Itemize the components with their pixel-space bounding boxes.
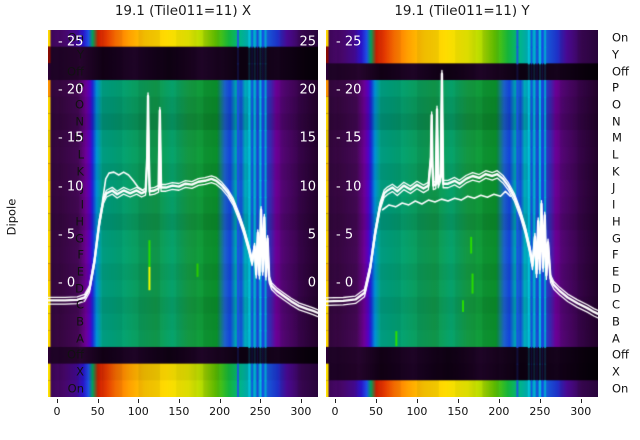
dipole-label: C [75,297,84,312]
dipole-label: A [76,330,84,345]
dipole-label: N [75,114,84,128]
dipole-label: Y [76,47,84,62]
x-tick-label: 100 [127,405,149,418]
x-tick-label: 250 [249,405,271,418]
dipole-label: O [74,97,84,112]
x-tick-mark [457,399,459,403]
x-tick-mark [498,399,500,403]
x-axis-panel-x: 0 50 100 150 200 250 300 [48,397,318,427]
dipole-label: On [612,30,629,45]
dipole-label: K [76,164,84,179]
dipole-label: Off [67,347,84,362]
dipole-label: D [75,280,84,295]
x-tick-label: 0 [53,405,61,418]
dipole-label: Off [67,63,84,78]
dipole-label: M [612,130,622,145]
dipole-label: L [77,147,84,162]
x-tick-mark [375,399,377,403]
x-tick-label: 0 [331,405,339,418]
x-tick-mark [300,399,302,403]
dipole-label: P [612,80,619,95]
x-tick-mark [416,399,418,403]
dipole-label: B [76,314,84,329]
dipole-label: J [612,180,616,195]
dipole-label: C [612,297,621,312]
dipole-label: H [612,214,621,229]
x-tick-label: 50 [368,405,383,418]
dipole-label: P [77,80,84,95]
panel-title-y: 19.1 (Tile011=11) Y [394,3,530,19]
x-tick-label: 200 [488,405,510,418]
dipole-label: H [75,214,84,229]
x-tick-mark [138,399,140,403]
dipole-label: E [612,264,620,279]
dipole-label: F [612,247,619,262]
dipole-label: L [612,147,619,162]
dipole-label: On [612,380,629,395]
x-tick-mark [178,399,180,403]
x-tick-label: 50 [90,405,105,418]
x-tick-label: 150 [447,405,469,418]
x-tick-label: 100 [406,405,428,418]
dipole-axis-left: On Y Off P O N M L K J I H G F E D C B A Off X On [0,30,84,397]
dipole-label: M [74,130,84,145]
x-tick-mark [580,399,582,403]
x-tick-mark [97,399,99,403]
dipole-label: B [612,314,620,329]
dipole-label: O [612,97,622,112]
dipole-label: E [76,264,84,279]
dipole-label: X [612,364,620,379]
x-tick-mark [56,399,58,403]
dipole-label: N [612,114,621,128]
heatmap-panel-x [48,30,318,397]
x-tick-label: 300 [570,405,592,418]
x-tick-mark [219,399,221,403]
panel-title-x: 19.1 (Tile011=11) X [114,3,252,19]
heatmap-panel-y [326,30,598,397]
x-tick-label: 300 [290,405,312,418]
dipole-label: On [67,30,84,45]
x-axis-panel-y: 0 50 100 150 200 250 300 [326,397,598,427]
x-tick-mark [260,399,262,403]
dipole-axis-right: On Y Off P O N M L K J I H G F E D C B A Off X On [604,30,640,397]
dipole-label: Off [612,347,629,362]
dipole-label: D [612,280,621,295]
x-tick-mark [335,399,336,403]
dipole-label: G [612,230,621,245]
dipole-label: A [612,330,620,345]
dipole-label: Off [612,63,629,78]
dipole-label: I [80,197,84,212]
x-tick-label: 250 [529,405,551,418]
x-tick-mark [539,399,541,403]
x-tick-label: 150 [168,405,190,418]
dipole-label: F [77,247,84,262]
dipole-label: K [612,164,620,179]
dipole-label: J [80,180,84,195]
dipole-label: I [612,197,616,212]
dipole-label: G [75,230,84,245]
dipole-label: On [67,380,84,395]
dipole-label: Y [612,47,620,62]
x-tick-label: 200 [209,405,231,418]
dipole-label: X [76,364,84,379]
